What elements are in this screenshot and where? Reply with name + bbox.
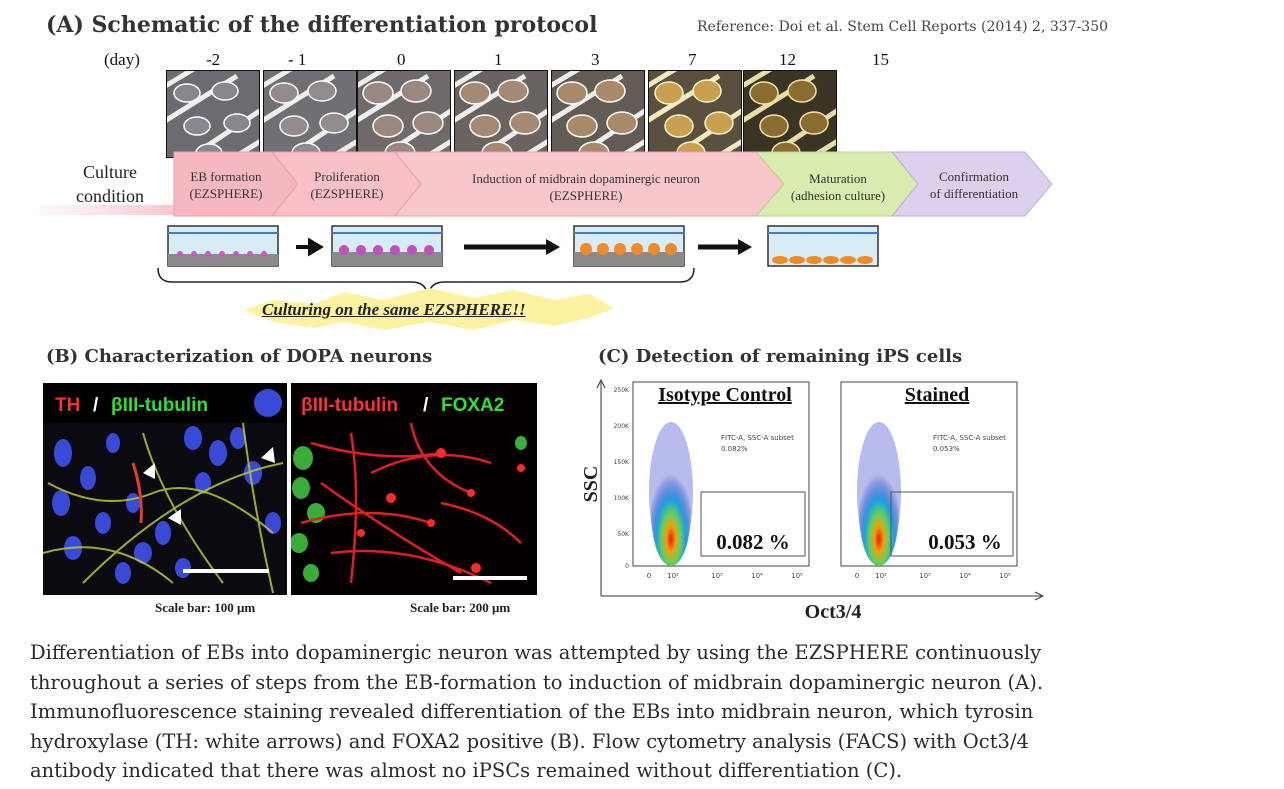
stage-label: EB formation (EZSPHERE) (189, 169, 263, 201)
facs-plot-stained: FITC-A, SSC-A subset 0.053% 0.053 % Stai… (840, 381, 1018, 580)
plot-title: Stained (905, 384, 969, 406)
arrow-right-icon (296, 237, 324, 257)
eb-micrograph (648, 70, 742, 158)
x-tick: 10³ (919, 572, 931, 580)
stage-label: Proliferation (EZSPHERE) (310, 169, 384, 201)
eb-micrograph (551, 70, 645, 158)
x-tick: 10² (667, 572, 679, 580)
stain-label-foxa2: FOXA2 (441, 395, 504, 416)
fluorescence-image-foxa2: βIII-tubulin / FOXA2 (291, 383, 537, 595)
gate-percentage: 0.053 % (928, 530, 1002, 554)
stage-label: Confirmation of differentiation (929, 169, 1019, 201)
arrow-head (738, 239, 752, 255)
eb-micrograph (743, 70, 837, 158)
culture-timeline (40, 151, 1053, 217)
day-label: 0 (397, 50, 406, 69)
x-tick: 10⁵ (999, 572, 1011, 580)
reference-text: Reference: Doi et al. Stem Cell Reports … (697, 19, 1109, 35)
day-label: -2 (206, 50, 221, 69)
gate-label: FITC-A, SSC-A subset (721, 434, 794, 442)
caption-line: Differentiation of EBs into dopaminergic… (30, 641, 1042, 664)
slogan-text: Culturing on the same EZSPHERE!! (262, 300, 526, 319)
caption-line: throughout a series of steps from the EB… (30, 670, 1044, 694)
day-label: 7 (688, 50, 697, 69)
stain-label-tubulin: βIII-tubulin (301, 395, 398, 416)
stain-separator: / (423, 395, 429, 416)
x-tick: 0 (647, 572, 651, 580)
x-tick: 10² (875, 572, 887, 580)
culture-condition-label: Culture condition (76, 162, 144, 206)
ezsphere-dish (573, 225, 685, 267)
day-label: - 1 (288, 50, 307, 69)
eb-micrograph (263, 70, 357, 158)
stain-label-th: TH (55, 395, 80, 416)
culture-dish-row (157, 225, 879, 297)
eb-micrograph (357, 70, 451, 158)
x-tick: 10⁴ (959, 572, 971, 580)
stain-separator: / (93, 395, 99, 416)
x-tick: 10⁵ (791, 572, 803, 580)
stage-chevron (890, 151, 1053, 217)
y-tick: 0 (625, 563, 629, 570)
day-axis-label: (day) (104, 50, 140, 69)
day-label: 15 (872, 50, 889, 69)
eb-micrograph (166, 70, 260, 158)
y-tick: 250K (614, 387, 630, 394)
y-tick: 150K (614, 459, 630, 466)
figure-caption: Differentiation of EBs into dopaminergic… (30, 638, 1280, 786)
panel-b-title: (B) Characterization of DOPA neurons (46, 346, 433, 367)
plot-title: Isotype Control (658, 384, 792, 406)
gate-value-small: 0.053% (933, 445, 960, 453)
facs-plots: SSC Oct3/4 FITC-A, SSC-A subset 0.082% 0… (580, 378, 1045, 623)
stage-label: Maturation (adhesion culture) (790, 171, 886, 203)
gate-percentage: 0.082 % (716, 530, 790, 554)
slogan-highlight (244, 288, 614, 330)
ezsphere-dish (331, 225, 443, 267)
x-tick: 0 (855, 572, 859, 580)
scale-bar-caption: Scale bar: 200 μm (410, 600, 511, 615)
caption-line: Immunofluorescence staining revealed dif… (30, 700, 1034, 723)
y-axis-label: SSC (580, 466, 602, 503)
gate-label: FITC-A, SSC-A subset (933, 434, 1006, 442)
adhesion-dish (767, 225, 879, 267)
day-label: 3 (591, 50, 600, 69)
fluorescence-image-th: TH / βIII-tubulin (43, 383, 287, 595)
stage-label: Induction of midbrain dopaminergic neuro… (472, 171, 700, 203)
panel-a-title: (A) Schematic of the differentiation pro… (46, 12, 598, 38)
day-label: 1 (494, 50, 503, 69)
caption-line: hydroxylase (TH: white arrows) and FOXA2… (30, 729, 1029, 753)
y-tick: 100K (614, 495, 630, 502)
stain-label-tubulin: βIII-tubulin (111, 395, 208, 416)
eb-micrograph (454, 70, 548, 158)
facs-plot-isotype: FITC-A, SSC-A subset 0.082% 0.082 % Isot… (614, 381, 810, 580)
panel-c-title: (C) Detection of remaining iPS cells (598, 346, 963, 367)
ezsphere-dish (167, 225, 279, 267)
y-tick: 200K (614, 423, 630, 430)
x-tick: 10⁴ (751, 572, 763, 580)
x-axis-label: Oct3/4 (805, 601, 862, 623)
culture-band (40, 205, 190, 215)
caption-line: antibody indicated that there was almost… (30, 759, 903, 782)
gate-value-small: 0.082% (721, 445, 748, 453)
arrow-head (546, 239, 560, 255)
x-tick: 10³ (711, 572, 723, 580)
scale-bar-caption: Scale bar: 100 μm (155, 600, 256, 615)
y-tick: 50K (617, 531, 630, 538)
day-label: 12 (779, 50, 796, 69)
